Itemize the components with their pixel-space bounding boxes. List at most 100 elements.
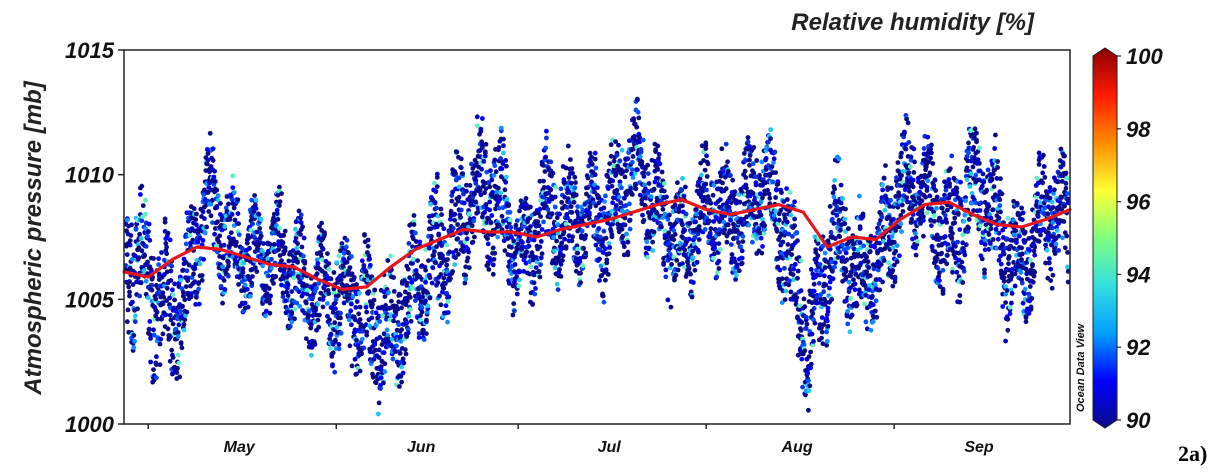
data-point (463, 276, 469, 282)
data-point (847, 329, 853, 335)
data-point (880, 187, 885, 193)
data-point (998, 176, 1003, 182)
data-point (281, 233, 287, 238)
data-point (419, 305, 425, 311)
data-point (413, 230, 418, 236)
data-point (573, 180, 578, 186)
data-point (989, 177, 995, 183)
data-point (902, 183, 908, 188)
data-point (798, 258, 804, 263)
data-point (353, 305, 359, 310)
data-point (986, 203, 992, 209)
data-point (296, 289, 302, 295)
data-point (234, 239, 239, 245)
data-point (617, 179, 623, 185)
data-point (890, 283, 896, 289)
data-point (396, 299, 402, 305)
data-point (778, 208, 784, 213)
data-point (866, 265, 872, 270)
data-point (725, 168, 731, 174)
data-point (245, 304, 251, 310)
data-point (493, 169, 499, 175)
data-point (843, 250, 849, 256)
data-point (906, 184, 912, 190)
data-point (936, 274, 942, 279)
data-point (980, 171, 986, 177)
data-point (490, 189, 495, 195)
data-point (597, 256, 602, 262)
data-point (271, 242, 277, 247)
data-point (1004, 288, 1010, 293)
data-point (891, 216, 896, 222)
data-point (830, 216, 835, 222)
data-point (426, 258, 431, 263)
data-point (222, 287, 228, 292)
data-point (886, 260, 891, 266)
data-point (964, 165, 970, 171)
data-point (982, 242, 988, 247)
data-point (378, 386, 383, 391)
data-point (569, 166, 575, 172)
data-point (354, 337, 359, 343)
data-point (894, 175, 899, 181)
data-point (206, 209, 212, 214)
data-point (388, 253, 394, 259)
data-point (131, 345, 137, 350)
data-point (370, 302, 375, 307)
data-point (811, 293, 816, 299)
data-point (204, 161, 210, 167)
data-point (823, 282, 829, 288)
data-point (267, 310, 273, 316)
data-point (637, 139, 642, 145)
data-point (247, 235, 252, 240)
data-point (633, 181, 639, 187)
data-point (624, 168, 629, 174)
data-point (693, 207, 699, 213)
data-point (1000, 304, 1006, 309)
data-point (819, 315, 825, 320)
data-point (879, 214, 885, 220)
data-point (432, 200, 438, 206)
data-point (666, 230, 672, 236)
data-point (204, 147, 210, 152)
data-point (132, 253, 138, 259)
data-point (784, 219, 790, 225)
data-point (378, 375, 384, 381)
data-point (528, 224, 533, 230)
data-point (662, 228, 668, 234)
data-point (911, 146, 917, 152)
data-point (693, 219, 698, 225)
data-point (456, 194, 462, 200)
data-point (1001, 251, 1007, 257)
data-point (774, 228, 780, 234)
data-point (212, 179, 218, 184)
data-point (732, 189, 738, 195)
data-point (619, 147, 625, 153)
data-point (918, 173, 924, 179)
data-point (204, 224, 210, 230)
data-point (570, 170, 575, 176)
data-point (338, 277, 344, 283)
data-point (218, 201, 223, 206)
data-point (594, 216, 599, 222)
data-point (845, 245, 851, 251)
data-point (407, 307, 413, 312)
data-point (801, 342, 807, 348)
data-point (811, 281, 817, 287)
data-point (681, 193, 687, 199)
data-point (279, 282, 284, 288)
data-point (267, 241, 273, 247)
data-point (878, 199, 884, 205)
data-point (364, 309, 370, 315)
data-point (994, 245, 1000, 251)
data-point (758, 191, 763, 197)
data-point (707, 218, 712, 224)
data-point (159, 250, 164, 255)
data-point (586, 163, 591, 169)
data-point (337, 321, 343, 327)
data-point (655, 143, 661, 149)
data-point (536, 210, 541, 216)
plot-area (122, 96, 1072, 417)
data-point (806, 354, 812, 359)
data-point (236, 221, 242, 227)
